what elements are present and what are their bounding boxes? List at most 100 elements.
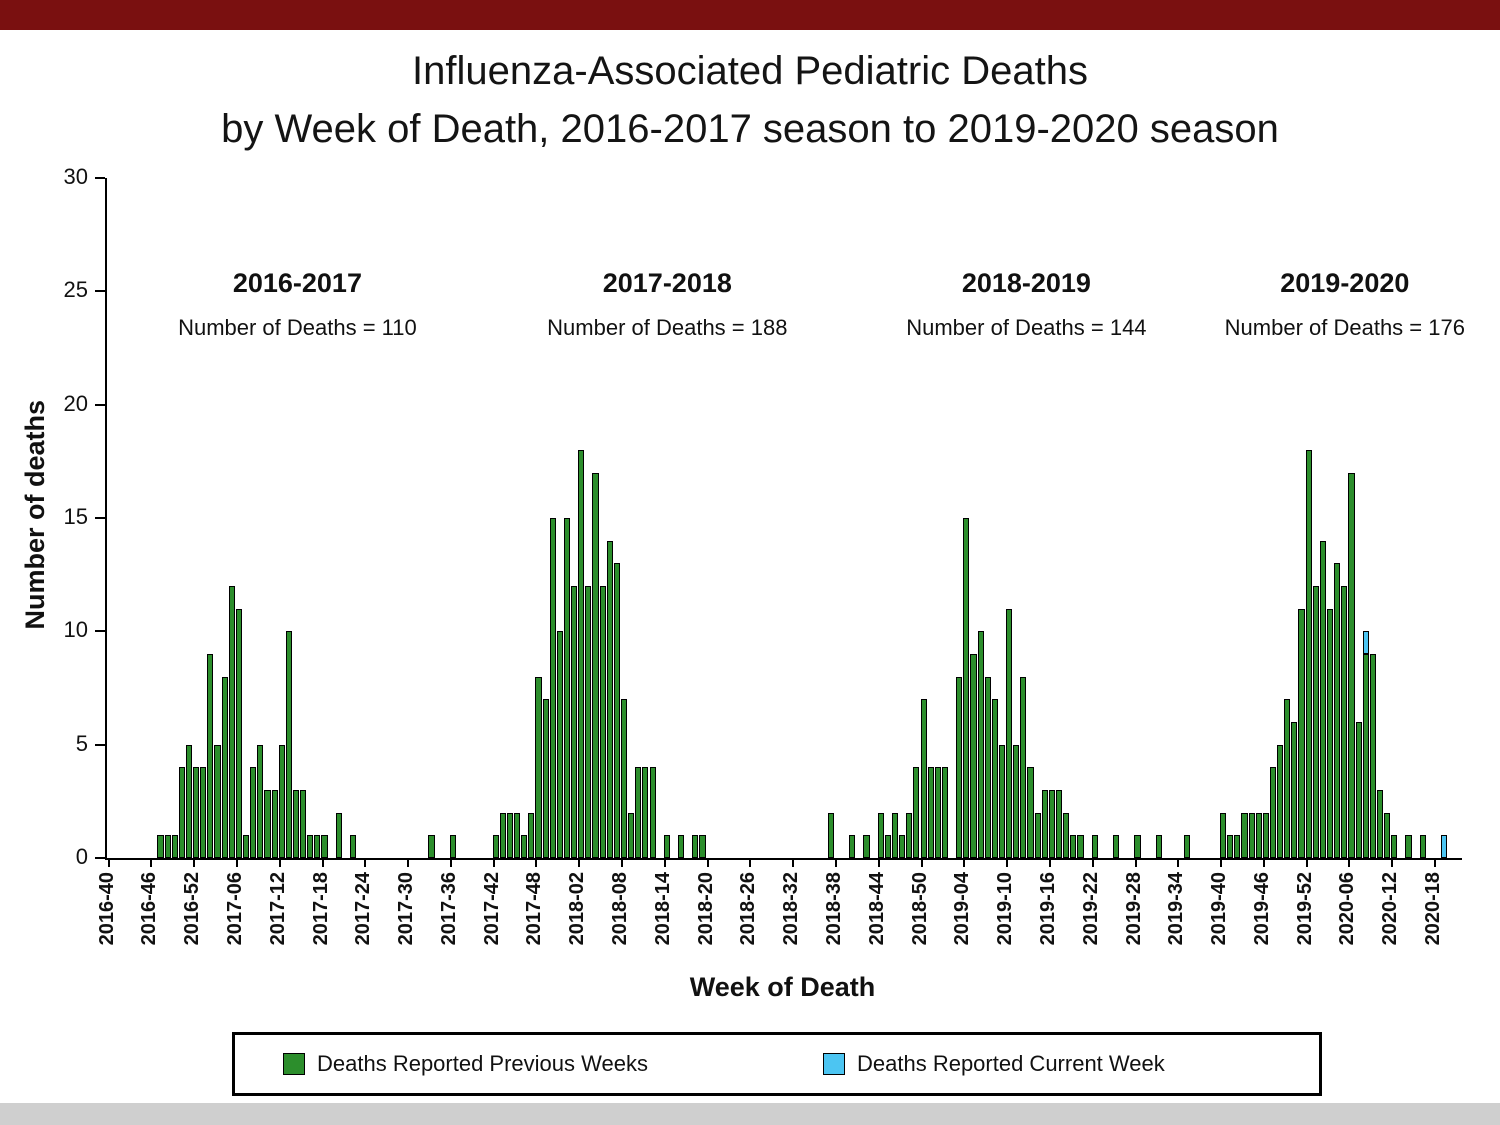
legend-item-current-week: Deaths Reported Current Week (823, 1051, 1165, 1077)
season-deaths-label: Number of Deaths = 188 (547, 315, 788, 340)
legend-swatch-current-week (823, 1053, 845, 1075)
bar-previous-weeks (1262, 812, 1269, 858)
bar-previous-weeks (428, 835, 435, 858)
bar-previous-weeks (663, 835, 670, 858)
bar-previous-weeks (678, 835, 685, 858)
bar-previous-weeks (692, 835, 699, 858)
bar-previous-weeks (1155, 835, 1162, 858)
y-axis-tick-label: 25 (63, 277, 88, 303)
bar-previous-weeks (1369, 654, 1376, 858)
legend-label-current-week: Deaths Reported Current Week (857, 1051, 1165, 1076)
bar-previous-weeks (963, 518, 970, 858)
bar-previous-weeks (1134, 835, 1141, 858)
season-deaths-label: Number of Deaths = 110 (178, 315, 417, 340)
bar-previous-weeks (1327, 608, 1334, 858)
x-axis-tick-label: 2018-20 (694, 872, 717, 946)
x-axis-tick (535, 858, 538, 867)
bar-previous-weeks (1070, 835, 1077, 858)
x-axis-tick (1091, 858, 1094, 867)
bar-previous-weeks (285, 631, 292, 858)
bar-previous-weeks (492, 835, 499, 858)
bar-previous-weeks (1284, 699, 1291, 858)
bar-previous-weeks (1298, 608, 1305, 858)
bar-previous-weeks (1113, 835, 1120, 858)
bar-previous-weeks (1255, 812, 1262, 858)
bar-previous-weeks (1048, 790, 1055, 858)
legend-swatch-previous-weeks (283, 1053, 305, 1075)
x-axis-tick-label: 2017-36 (437, 872, 460, 946)
y-axis-tick-label: 20 (63, 390, 88, 416)
bar-previous-weeks (877, 812, 884, 858)
x-axis-tick (407, 858, 410, 867)
x-axis-tick (792, 858, 795, 867)
bar-previous-weeks (563, 518, 571, 858)
x-axis-tick (150, 858, 153, 867)
bar-previous-weeks (934, 767, 941, 858)
x-axis-tick (749, 858, 752, 867)
bar-previous-weeks (535, 676, 542, 858)
bar-previous-weeks (521, 835, 528, 858)
bar-previous-weeks (635, 767, 642, 858)
bar-previous-weeks (157, 835, 164, 858)
bar-previous-weeks (927, 767, 934, 858)
y-axis-tick (95, 290, 105, 293)
bar-previous-weeks (1376, 790, 1384, 858)
x-axis-tick (321, 858, 324, 867)
y-axis-tick (95, 630, 105, 633)
season-label: 2018-2019 (961, 268, 1091, 298)
bar-previous-weeks (193, 767, 200, 858)
bar-previous-weeks (585, 586, 592, 858)
bar-previous-weeks (164, 835, 171, 858)
bar-previous-weeks (264, 790, 271, 858)
x-axis-tick-label: 2018-32 (780, 872, 803, 946)
x-axis-tick (1348, 858, 1351, 867)
x-axis-tick-label: 2019-52 (1293, 872, 1316, 946)
x-axis-tick-label: 2018-14 (651, 872, 674, 946)
bar-previous-weeks (599, 586, 606, 858)
bar-previous-weeks (314, 835, 321, 858)
y-axis-tick-label: 10 (63, 617, 88, 643)
bar-previous-weeks (592, 472, 599, 858)
bar-previous-weeks (300, 790, 307, 858)
y-axis-tick (95, 403, 105, 406)
season-annotation-2018-2019: 2018-2019 Number of Deaths = 144 (906, 268, 1146, 341)
x-axis-tick-label: 2016-40 (95, 872, 118, 946)
x-axis-tick-label: 2017-24 (352, 872, 375, 946)
x-axis-tick (492, 858, 495, 867)
bar-previous-weeks (335, 812, 342, 858)
x-axis-tick-label: 2017-06 (223, 872, 246, 946)
bar-previous-weeks (214, 744, 221, 858)
bar-previous-weeks (956, 676, 963, 858)
x-axis-tick (663, 858, 666, 867)
bar-previous-weeks (528, 812, 535, 858)
x-axis-tick (1006, 858, 1009, 867)
y-axis-tick (95, 743, 105, 746)
bar-previous-weeks (1241, 812, 1248, 858)
bar-previous-weeks (1341, 586, 1348, 858)
bar-previous-weeks (1334, 563, 1341, 858)
bar-previous-weeks (200, 767, 207, 858)
y-axis-tick (95, 517, 105, 519)
bar-previous-weeks (920, 699, 927, 858)
x-axis-tick-label: 2019-28 (1122, 872, 1145, 946)
x-axis-tick-label: 2019-40 (1208, 872, 1231, 946)
x-axis-tick (278, 858, 281, 867)
x-axis-tick-label: 2019-04 (951, 872, 974, 946)
x-axis-tick (1305, 858, 1308, 867)
bar-previous-weeks (257, 744, 264, 858)
bar-previous-weeks (221, 676, 228, 858)
bar-previous-weeks (1020, 676, 1027, 858)
x-axis-tick-label: 2019-16 (1036, 872, 1059, 946)
bar-previous-weeks (243, 835, 250, 858)
bar-previous-weeks (649, 767, 656, 858)
x-axis-tick-label: 2020-12 (1379, 872, 1402, 946)
bar-previous-weeks (863, 835, 870, 858)
bar-previous-weeks (307, 835, 314, 858)
bar-current-week (1362, 631, 1369, 654)
bar-previous-weeks (1063, 812, 1070, 858)
bar-previous-weeks (884, 835, 891, 858)
bar-previous-weeks (699, 835, 706, 858)
bar-previous-weeks (1056, 790, 1063, 858)
season-label: 2017-2018 (602, 268, 732, 298)
